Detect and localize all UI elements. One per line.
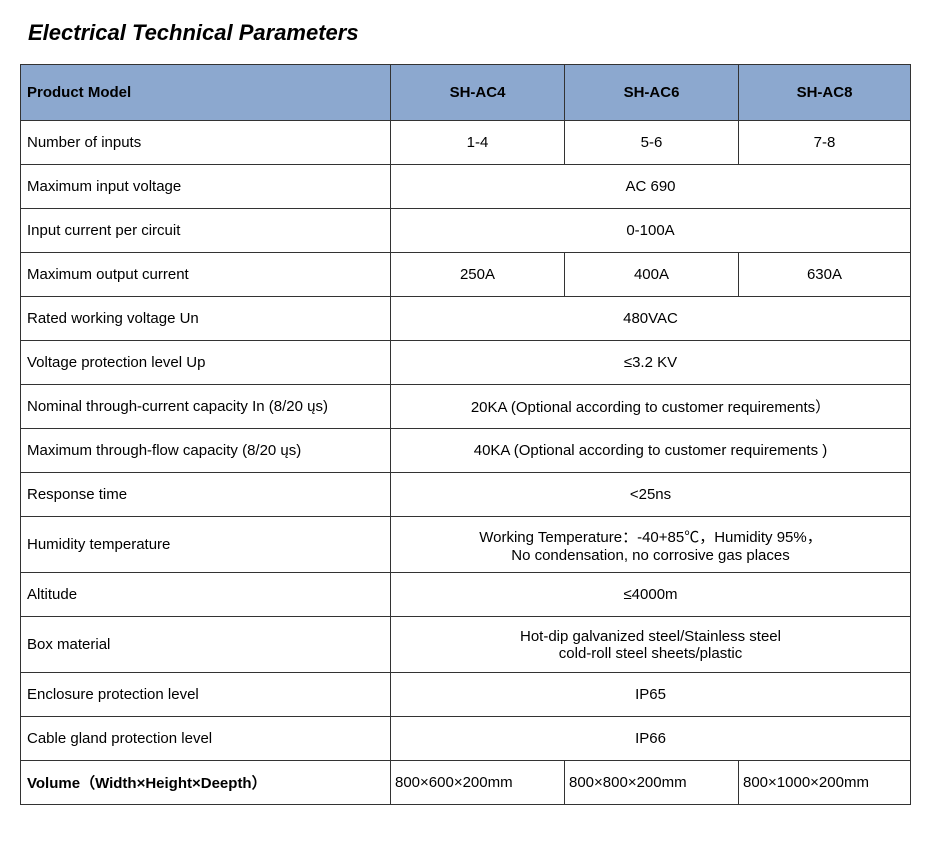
table-row: Maximum input voltage AC 690 bbox=[21, 165, 911, 209]
header-label: Product Model bbox=[21, 65, 391, 121]
table-header-row: Product Model SH-AC4 SH-AC6 SH-AC8 bbox=[21, 65, 911, 121]
cell-span: 40KA (Optional according to customer req… bbox=[391, 429, 911, 473]
cell: 800×800×200mm bbox=[565, 761, 739, 805]
cell: 7-8 bbox=[739, 121, 911, 165]
row-label: Altitude bbox=[21, 573, 391, 617]
cell-span: <25ns bbox=[391, 473, 911, 517]
header-model-1: SH-AC6 bbox=[565, 65, 739, 121]
cell-span: IP66 bbox=[391, 717, 911, 761]
table-row: Rated working voltage Un 480VAC bbox=[21, 297, 911, 341]
header-model-2: SH-AC8 bbox=[739, 65, 911, 121]
table-row: Cable gland protection level IP66 bbox=[21, 717, 911, 761]
table-row: Number of inputs 1-4 5-6 7-8 bbox=[21, 121, 911, 165]
cell: 800×600×200mm bbox=[391, 761, 565, 805]
cell-span: IP65 bbox=[391, 673, 911, 717]
cell-span: 0-100A bbox=[391, 209, 911, 253]
spec-table: Product Model SH-AC4 SH-AC6 SH-AC8 Numbe… bbox=[20, 64, 911, 805]
table-row: Enclosure protection level IP65 bbox=[21, 673, 911, 717]
row-label: Input current per circuit bbox=[21, 209, 391, 253]
table-row: Nominal through-current capacity In (8/2… bbox=[21, 385, 911, 429]
cell-span: Hot-dip galvanized steel/Stainless steel… bbox=[391, 617, 911, 673]
table-row: Maximum output current 250A 400A 630A bbox=[21, 253, 911, 297]
table-row: Maximum through-flow capacity (8/20 ųs) … bbox=[21, 429, 911, 473]
cell: 800×1000×200mm bbox=[739, 761, 911, 805]
table-row: Input current per circuit 0-100A bbox=[21, 209, 911, 253]
row-label: Box material bbox=[21, 617, 391, 673]
table-row: Box material Hot-dip galvanized steel/St… bbox=[21, 617, 911, 673]
cell-span: AC 690 bbox=[391, 165, 911, 209]
cell: 1-4 bbox=[391, 121, 565, 165]
cell-span: 20KA (Optional according to customer req… bbox=[391, 385, 911, 429]
row-label: Response time bbox=[21, 473, 391, 517]
row-label: Cable gland protection level bbox=[21, 717, 391, 761]
row-label: Humidity temperature bbox=[21, 517, 391, 573]
row-label: Number of inputs bbox=[21, 121, 391, 165]
cell: 630A bbox=[739, 253, 911, 297]
row-label: Enclosure protection level bbox=[21, 673, 391, 717]
cell-span: Working Temperature：-40+85℃，Humidity 95%… bbox=[391, 517, 911, 573]
row-label: Voltage protection level Up bbox=[21, 341, 391, 385]
row-label: Maximum input voltage bbox=[21, 165, 391, 209]
table-row: Humidity temperature Working Temperature… bbox=[21, 517, 911, 573]
table-row: Voltage protection level Up ≤3.2 KV bbox=[21, 341, 911, 385]
table-row: Volume（Width×Height×Deepth） 800×600×200m… bbox=[21, 761, 911, 805]
cell-span: ≤4000m bbox=[391, 573, 911, 617]
cell: 400A bbox=[565, 253, 739, 297]
row-label: Rated working voltage Un bbox=[21, 297, 391, 341]
row-label: Nominal through-current capacity In (8/2… bbox=[21, 385, 391, 429]
table-row: Response time <25ns bbox=[21, 473, 911, 517]
cell: 250A bbox=[391, 253, 565, 297]
page-title: Electrical Technical Parameters bbox=[28, 20, 910, 46]
cell: 5-6 bbox=[565, 121, 739, 165]
row-label: Volume（Width×Height×Deepth） bbox=[21, 761, 391, 805]
header-model-0: SH-AC4 bbox=[391, 65, 565, 121]
cell-span: 480VAC bbox=[391, 297, 911, 341]
table-row: Altitude ≤4000m bbox=[21, 573, 911, 617]
row-label: Maximum through-flow capacity (8/20 ųs) bbox=[21, 429, 391, 473]
row-label: Maximum output current bbox=[21, 253, 391, 297]
cell-span: ≤3.2 KV bbox=[391, 341, 911, 385]
